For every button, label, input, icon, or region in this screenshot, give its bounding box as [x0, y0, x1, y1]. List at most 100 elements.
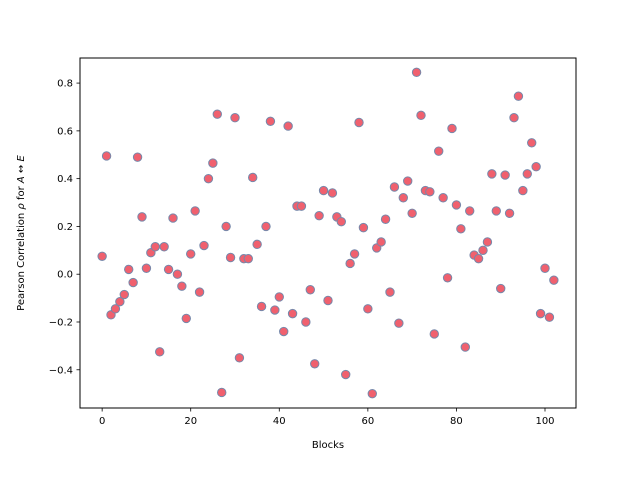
data-point — [389, 182, 400, 192]
data-point — [460, 342, 470, 352]
data-point — [252, 239, 262, 250]
data-point — [283, 121, 293, 131]
data-point — [141, 263, 152, 273]
data-point — [482, 237, 493, 247]
data-point — [513, 91, 524, 101]
data-point — [128, 277, 138, 288]
data-point — [380, 214, 391, 224]
data-point — [225, 252, 236, 263]
data-point — [177, 281, 187, 291]
data-point — [429, 329, 439, 339]
data-point — [394, 318, 404, 328]
data-point — [101, 151, 112, 161]
data-point — [473, 253, 484, 264]
x-axis-ticks: 0 20 40 60 80 100 — [99, 408, 555, 427]
y-tick-label: 0.0 — [57, 270, 73, 281]
y-axis-ticks: −0.4 −0.2 0.0 0.2 0.4 0.6 0.8 — [49, 79, 80, 376]
y-tick-label: −0.4 — [49, 365, 73, 376]
y-tick-label: 0.2 — [57, 222, 73, 233]
data-point — [234, 353, 245, 363]
data-point — [110, 304, 121, 314]
data-point — [496, 283, 506, 294]
data-point — [190, 206, 200, 216]
data-point — [500, 170, 510, 180]
x-tick-label: 40 — [273, 416, 286, 427]
data-point — [438, 193, 448, 203]
data-point — [416, 110, 426, 121]
data-point — [522, 169, 532, 179]
data-point — [327, 188, 338, 198]
data-point — [137, 212, 147, 222]
x-tick-label: 80 — [450, 416, 463, 427]
data-point — [527, 138, 537, 148]
data-point — [465, 206, 475, 216]
data-point — [150, 242, 160, 252]
y-tick-label: −0.2 — [49, 317, 73, 328]
data-point — [243, 253, 253, 264]
data-point — [491, 206, 501, 216]
data-point — [172, 269, 183, 279]
data-point — [434, 146, 444, 156]
data-point — [336, 216, 346, 227]
data-point — [504, 208, 515, 218]
x-tick-label: 60 — [361, 416, 374, 427]
data-point — [230, 113, 240, 123]
data-point — [270, 305, 280, 315]
data-point — [199, 240, 209, 251]
data-point — [301, 317, 311, 327]
data-point — [265, 116, 276, 127]
data-point — [345, 258, 355, 269]
data-point — [314, 210, 324, 221]
data-point — [535, 308, 546, 319]
data-point — [203, 173, 214, 184]
data-point — [115, 296, 125, 307]
data-point — [261, 221, 271, 232]
x-tick-label: 100 — [535, 416, 554, 427]
data-point — [155, 347, 165, 357]
data-point — [349, 249, 360, 259]
data-point — [296, 201, 307, 211]
data-point — [549, 275, 559, 285]
data-points — [97, 67, 559, 399]
data-point — [451, 200, 462, 210]
data-point — [531, 162, 541, 172]
data-point — [407, 208, 417, 218]
y-tick-label: 0.4 — [57, 174, 73, 185]
data-point — [358, 222, 369, 233]
data-point — [367, 388, 377, 399]
data-point — [248, 172, 258, 183]
data-point — [124, 264, 134, 275]
data-point — [403, 176, 413, 186]
data-point — [509, 113, 519, 123]
data-point — [305, 285, 315, 295]
y-axis-label: Pearson Correlation ρ for A ↔ E — [16, 155, 27, 311]
data-point — [256, 301, 267, 312]
data-point — [411, 67, 422, 78]
data-point — [279, 326, 289, 337]
data-point — [181, 313, 191, 324]
data-point — [274, 292, 284, 302]
data-point — [208, 158, 218, 168]
data-point — [363, 304, 373, 314]
data-point — [518, 185, 528, 196]
data-point — [310, 359, 320, 369]
y-tick-label: 0.8 — [57, 79, 73, 90]
data-point — [186, 249, 196, 259]
y-tick-label: 0.6 — [57, 126, 73, 137]
data-point — [221, 221, 231, 232]
data-point — [456, 224, 466, 234]
data-point — [478, 245, 488, 256]
data-point — [287, 308, 298, 319]
data-point — [398, 193, 408, 203]
data-point — [132, 152, 143, 162]
x-axis-label: Blocks — [312, 440, 344, 451]
data-point — [341, 369, 351, 380]
data-point — [168, 213, 178, 223]
x-tick-label: 20 — [184, 416, 197, 427]
data-point — [159, 242, 169, 252]
data-point — [425, 187, 435, 197]
data-point — [217, 387, 227, 398]
data-point — [194, 287, 205, 297]
